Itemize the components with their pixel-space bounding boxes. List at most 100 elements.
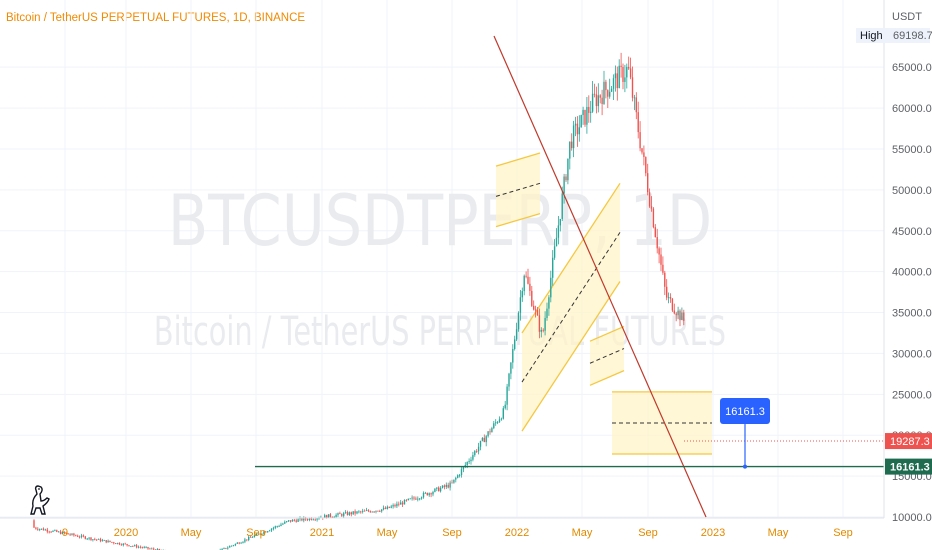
- candle: [39, 528, 41, 532]
- candle: [436, 487, 438, 492]
- time-tick-label: Sep: [638, 527, 658, 539]
- candle: [658, 246, 660, 264]
- candle: [422, 491, 425, 499]
- price-tick-label: 55000.0: [892, 144, 932, 156]
- candle: [443, 484, 446, 490]
- trendline[interactable]: [493, 35, 707, 518]
- candle: [534, 305, 537, 318]
- price-channel[interactable]: [495, 152, 541, 228]
- candle: [681, 307, 683, 321]
- candle: [403, 499, 406, 505]
- candle: [553, 239, 556, 260]
- high-label: High: [860, 30, 883, 42]
- candle: [666, 279, 668, 301]
- price-tick-label: 65000.0: [892, 62, 932, 74]
- candle: [105, 540, 107, 544]
- candle: [52, 530, 54, 533]
- candle: [599, 94, 601, 104]
- candle: [227, 546, 229, 550]
- candle: [113, 541, 115, 545]
- candle: [576, 116, 579, 147]
- candle: [341, 513, 343, 517]
- time-tick-label: May: [181, 527, 202, 539]
- candle: [458, 474, 461, 478]
- candle: [329, 512, 332, 519]
- candle: [132, 545, 134, 547]
- symbol-name: Bitcoin / TetherUS PERPETUAL FUTURES: [6, 12, 227, 24]
- candle: [280, 522, 282, 527]
- candle: [263, 530, 265, 536]
- candle: [59, 529, 62, 535]
- candle: [42, 527, 45, 531]
- candle: [122, 543, 124, 547]
- candle: [299, 516, 301, 522]
- price-channel[interactable]: [521, 182, 621, 432]
- candle: [559, 218, 561, 232]
- candle: [420, 496, 423, 500]
- price-channel[interactable]: [612, 391, 712, 455]
- candle: [346, 510, 349, 516]
- candle: [593, 83, 596, 98]
- candle: [124, 542, 126, 545]
- candle: [61, 531, 64, 535]
- candle: [99, 537, 102, 543]
- candle: [375, 510, 377, 514]
- candle: [664, 270, 666, 296]
- candle: [111, 541, 113, 543]
- price-tick-label: 25000.0: [892, 389, 932, 401]
- time-axis[interactable]: 9 2020 May Sep 2021 May Sep 2022 May Sep 2023 May Se…: [62, 527, 853, 539]
- candle: [451, 479, 453, 484]
- candle: [489, 428, 491, 435]
- candle: [546, 302, 548, 321]
- price-axis[interactable]: USDT High 69198.7 65000.0 60000.0 55000.0 5…: [856, 11, 932, 524]
- candle: [293, 518, 295, 522]
- watermark: BTCUSDTPERP, 1D Bitcoin / TetherUS PERPE…: [154, 181, 726, 355]
- candle: [438, 486, 440, 492]
- price-channel[interactable]: [589, 325, 625, 386]
- candle: [75, 534, 77, 537]
- candle: [578, 115, 580, 142]
- candle: [73, 532, 75, 537]
- symbol-exchange: BINANCE: [253, 12, 306, 24]
- candle: [265, 530, 267, 533]
- candle: [597, 83, 599, 113]
- candle: [407, 498, 409, 501]
- candle: [591, 80, 594, 113]
- candle: [582, 106, 584, 125]
- time-tick-label: Sep: [442, 527, 462, 539]
- time-tick-label: 9: [62, 527, 68, 539]
- candle: [571, 133, 573, 151]
- candle: [382, 505, 385, 511]
- candle: [411, 495, 413, 501]
- time-tick-label: Sep: [246, 527, 266, 539]
- candle: [476, 449, 478, 454]
- candle: [350, 511, 352, 517]
- candle: [229, 545, 231, 548]
- candle: [352, 511, 354, 515]
- channels: [495, 152, 712, 455]
- candle: [77, 534, 79, 538]
- price-label-annotation[interactable]: 16161.3: [720, 398, 770, 469]
- candle: [544, 311, 546, 336]
- candle: [268, 529, 271, 532]
- candle: [662, 256, 664, 275]
- candle: [394, 503, 396, 508]
- candle: [348, 511, 351, 516]
- candle: [398, 501, 400, 507]
- candle: [377, 510, 379, 512]
- candle: [230, 545, 233, 547]
- candle: [527, 268, 529, 285]
- channel-median: [589, 348, 625, 364]
- candle: [151, 547, 153, 550]
- price-tick-label: 45000.0: [892, 226, 932, 238]
- candle: [652, 207, 655, 229]
- candle: [267, 530, 269, 533]
- candle: [282, 522, 284, 525]
- price-tick-label: 10000.0: [892, 512, 932, 524]
- candle: [643, 145, 645, 166]
- candle: [487, 430, 489, 438]
- candle: [381, 509, 383, 513]
- candle: [550, 270, 552, 303]
- candle: [223, 547, 225, 550]
